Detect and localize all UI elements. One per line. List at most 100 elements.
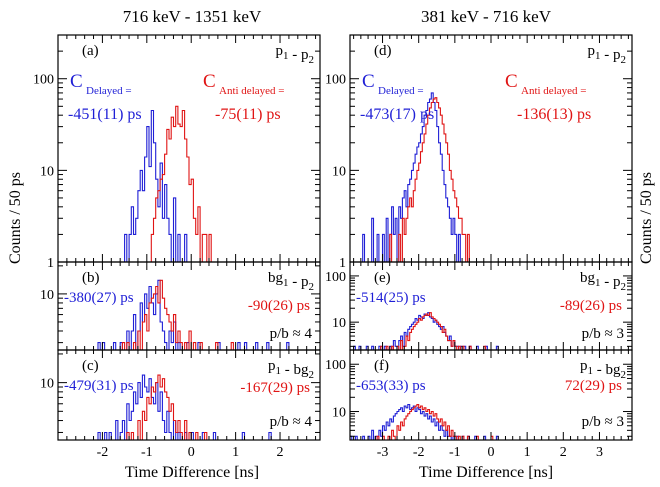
tag-part: bg [268, 270, 284, 286]
histogram-anti-delayed [376, 404, 494, 440]
panel-label: (b) [82, 270, 100, 286]
y-tick-label: 10 [40, 164, 54, 179]
tag-part: - [289, 274, 302, 290]
panel-label: (e) [374, 270, 391, 286]
y-tick-label: 100 [325, 270, 346, 285]
delayed-sub: Delayed = [86, 85, 132, 97]
anti-delayed-label: C [505, 71, 518, 92]
tag-part: 1 [588, 365, 594, 377]
y-tick-label: 10 [332, 316, 346, 331]
histogram-delayed [97, 109, 288, 262]
col-title-right: 381 keV - 716 keV [421, 7, 552, 26]
panel-tag: p1 - bg2 [268, 358, 314, 381]
xlabel-left: Time Difference [ns] [125, 464, 259, 481]
x-tick-label: 3 [596, 445, 603, 460]
annotations: (d) p1 - p2C Delayed =-473(17) psC Anti del… [360, 43, 626, 123]
ticks: 10 100 [325, 261, 632, 350]
x-tick-label: -1 [141, 445, 153, 460]
ylabel-right: Counts / 50 ps [638, 172, 655, 264]
panel-tag: bg1 - p2 [268, 270, 314, 293]
pb-ratio: p/b ≈ 4 [270, 414, 313, 430]
delayed-value: -451(11) ps [68, 106, 142, 123]
tag-part: - [601, 274, 614, 290]
x-tick-label: -2 [413, 445, 425, 460]
delayed-label: C [70, 71, 83, 92]
x-tick-label: 2 [560, 445, 567, 460]
tag-part: bg [606, 362, 622, 378]
tag-part: p [613, 274, 621, 290]
pb-ratio: p/b ≈ 3 [582, 414, 624, 430]
anti-delayed-value: -136(13) ps [517, 106, 591, 123]
histogram-anti-delayed [126, 374, 208, 440]
y-tick-label: 10 [332, 406, 346, 421]
panel-label: (a) [82, 43, 99, 59]
histograms [353, 312, 499, 350]
tag-part: p [613, 47, 621, 63]
tag-part: - [289, 47, 302, 63]
tag-part: p [588, 43, 596, 59]
panel-label: (f) [374, 358, 389, 374]
panel-label: (c) [82, 358, 99, 374]
anti-delayed-value: -167(29) ps [240, 380, 310, 396]
annotations: (f) p1 - bg2 -653(33) ps 72(29) ps p/b ≈ 3 [356, 358, 626, 430]
delayed-value: -653(33) ps [356, 378, 426, 394]
tag-part: 2 [309, 54, 315, 66]
tag-part: 2 [621, 369, 627, 381]
ticks: -2 -1 0 1 2 10 [40, 350, 320, 460]
panel-frame [57, 349, 321, 441]
annotations: (e) bg1 - p2 -514(25) ps -89(26) ps p/b ≈ 3 [356, 270, 626, 342]
xlabel-right: Time Difference [ns] [419, 464, 553, 481]
x-tick-label: -3 [377, 445, 389, 460]
delayed-value: -479(31) ps [64, 378, 134, 394]
col-title-left: 716 keV - 1351 keV [123, 7, 262, 26]
histogram-anti-delayed [380, 312, 487, 350]
delayed-value: -514(25) ps [356, 290, 426, 306]
y-tick-label: 10 [40, 288, 54, 303]
histograms [351, 92, 507, 262]
pb-ratio: p/b ≈ 3 [582, 326, 624, 342]
delayed-value: -473(17) ps [360, 106, 434, 123]
histograms [97, 374, 272, 440]
anti-delayed-value: -89(26) ps [560, 298, 622, 314]
panel-tag: p1 - bg2 [580, 358, 626, 381]
pb-ratio: p/b ≈ 4 [270, 326, 313, 342]
y-tick-label: 1 [47, 256, 54, 271]
x-tick-label: 0 [188, 445, 195, 460]
tag-part: 2 [309, 281, 315, 293]
panel-tag: p1 - p2 [276, 43, 315, 66]
tag-part: 1 [595, 50, 601, 62]
panel-label: (d) [374, 43, 392, 59]
tag-part: p [301, 274, 309, 290]
anti-delayed-sub: Anti delayed = [219, 85, 284, 97]
panel-frame [349, 34, 633, 263]
tag-part: 1 [276, 365, 282, 377]
tag-part: p [276, 43, 284, 59]
ticks: 10 [40, 262, 320, 350]
tag-part: 1 [595, 277, 601, 289]
x-tick-label: -1 [449, 445, 461, 460]
y-tick-label: 10 [40, 377, 54, 392]
x-tick-label: 2 [277, 445, 284, 460]
ticks: 1 10 100 [325, 34, 632, 271]
delayed-sub: Delayed = [378, 85, 424, 97]
y-tick-label: 100 [325, 358, 346, 373]
y-tick-label: 100 [33, 73, 54, 88]
x-tick-label: -2 [97, 445, 109, 460]
histogram-delayed [97, 279, 290, 350]
tag-part: bg [294, 362, 310, 378]
panel-c: -2 -1 0 1 2 10 (c) p1 - bg2 -479(31) ps -167(29) … [40, 349, 321, 460]
tag-part: p [580, 358, 588, 374]
annotations: (b) bg1 - p2 -380(27) ps -90(26) ps p/b ≈ 4 [64, 270, 314, 342]
x-tick-label: 1 [232, 445, 239, 460]
tag-part: 1 [283, 277, 289, 289]
tag-part: p [301, 47, 309, 63]
ticks: -3 -2 -1 0 1 2 3 10 100 [325, 349, 632, 460]
delayed-value: -380(27) ps [64, 290, 134, 306]
x-tick-label: 0 [488, 445, 495, 460]
tag-part: 2 [621, 54, 627, 66]
x-tick-label: 1 [524, 445, 531, 460]
